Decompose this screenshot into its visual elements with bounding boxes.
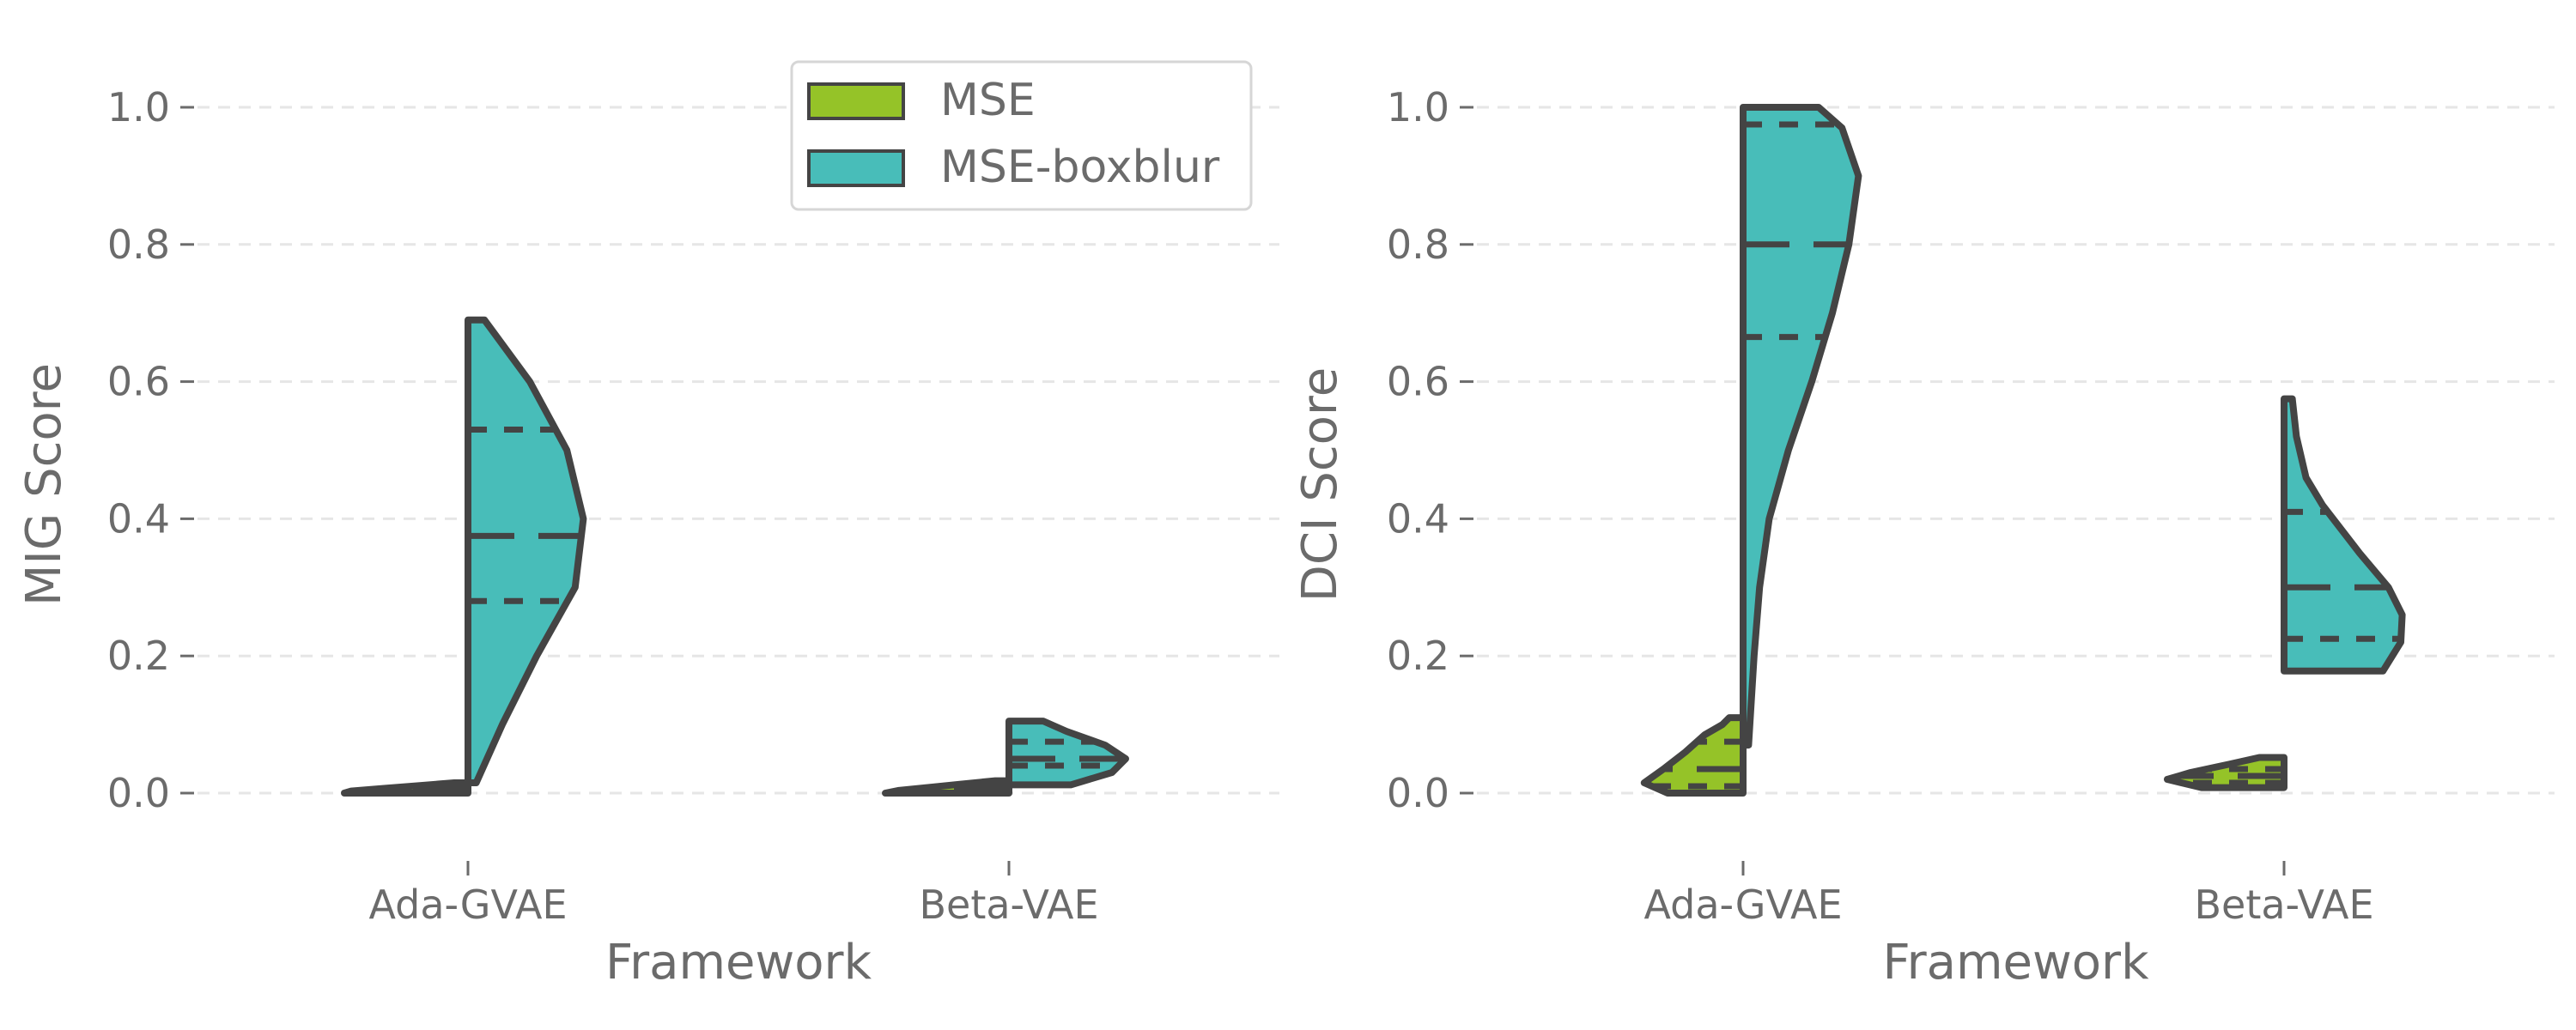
legend-swatch: [807, 149, 905, 187]
y-tick-label: 0.4: [1387, 495, 1449, 542]
y-axis-title: DCI Score: [1292, 367, 1348, 602]
x-axis-title: Framework: [1883, 935, 2150, 991]
legend-label: MSE-boxblur: [940, 142, 1220, 193]
dci-score-panel: 0.0 0.2 0.4 0.6 0.8 1.0 Ada-GVAE Beta-VAE Framew…: [1292, 84, 2555, 991]
x-axis-title: Framework: [605, 935, 872, 991]
y-tick-label: 0.4: [107, 495, 170, 542]
y-tick-label: 0.2: [1387, 633, 1449, 679]
mig-score-panel: 0.0 0.2 0.4 0.6 0.8 1.0 Ada-GVAE Beta-VAE Framew…: [16, 84, 1279, 991]
x-tick-label: Ada-GVAE: [1643, 882, 1842, 928]
y-tick-label: 0.8: [107, 221, 170, 268]
violin-mse-boxblur-beta-vae: [2281, 395, 2406, 675]
y-tick-label: 0.8: [1387, 221, 1449, 268]
y-tick-label: 0.0: [107, 770, 170, 816]
x-tick-label: Beta-VAE: [919, 882, 1098, 928]
y-tick-label: 0.6: [1387, 359, 1449, 405]
y-tick-label: 1.0: [107, 84, 170, 130]
violin-mse-boxblur-beta-vae: [1005, 718, 1129, 789]
y-tick-label: 0.0: [1387, 770, 1449, 816]
y-tick-label: 0.2: [107, 633, 170, 679]
y-axis-title: MIG Score: [16, 363, 72, 606]
y-tick-label: 0.6: [107, 359, 170, 405]
legend-frame: [790, 60, 1253, 211]
violin-mse-boxblur-ada-gvae: [465, 316, 587, 787]
legend: MSE MSE-boxblur: [790, 60, 1253, 211]
legend-label: MSE: [940, 75, 1036, 126]
violin-mse-ada-gvae: [1640, 714, 1747, 797]
legend-swatch: [807, 82, 905, 120]
y-tick-label: 1.0: [1387, 84, 1449, 130]
violin-mse-boxblur-ada-gvae: [1740, 104, 1862, 749]
x-tick-label: Beta-VAE: [2194, 882, 2373, 928]
x-tick-label: Ada-GVAE: [368, 882, 567, 928]
